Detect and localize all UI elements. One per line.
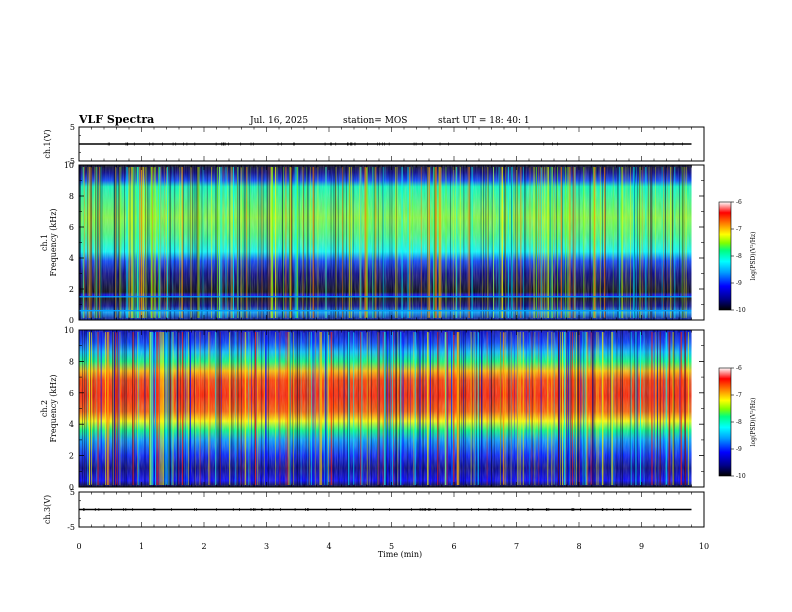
x-tick-label: 8 [576,542,581,551]
figure-title: VLF Spectra [78,113,154,126]
x-tick-label: 9 [639,542,644,551]
x-tick-label: 4 [326,542,331,551]
ch2-spectrogram-ytick-label: 2 [69,452,74,461]
station-label: station= MOS [343,116,407,126]
ch1-spectrogram-ytick-label: 2 [69,285,74,294]
ch2-spectrogram-ytick-label: 8 [69,357,74,366]
ch2-spectrogram-ytick-label: 6 [69,389,74,398]
ch2-spectrogram-colorbar-tick-label: -9 [736,446,742,453]
start-time-label: start UT = 18: 40: 1 [438,116,530,126]
ch1-voltage-ylabel: ch.1(V) [43,129,52,158]
ch2-spectrogram-ytick-label: 0 [69,483,74,492]
ch2-spectrogram-ylabel: ch.2 [40,400,49,417]
ch2-spectrogram-colorbar-scale [718,367,732,477]
ch1-spectrogram-colorbar-tick-label: -10 [736,307,746,314]
ch1-spectrogram-ytick-label: 10 [64,161,74,170]
ch1-spectrogram-colorbar-scale [718,201,732,311]
x-tick-label: 6 [451,542,456,551]
ch1-spectrogram-colorbar-tick-label: -7 [736,226,742,233]
ch2-spectrogram-ytick-label: 10 [64,326,74,335]
ch1-spectrogram-ytick-label: 4 [69,254,74,263]
ch1-spectrogram-texture [79,165,692,320]
ch2-spectrogram-colorbar-label: log(PSD)(V²/Hz) [750,398,757,447]
ch1-spectrogram-colorbar-tick-label: -6 [736,199,742,206]
ch3-voltage-ytick-label: 5 [70,488,75,497]
ch2-spectrogram-ytick-label: 4 [69,420,74,429]
ch1-colorbar: -6 -7 -8 -9 -10 log(PSD)(V²/Hz) [718,199,757,314]
x-tick-label: 0 [76,542,81,551]
ch2-spectrogram-colorbar-tick-label: -8 [736,419,742,426]
ch2-colorbar: -6 -7 -8 -9 -10 log(PSD)(V²/Hz) [718,365,757,480]
axis-ticks [78,126,705,528]
ch1-spectrogram-ytick-label: 0 [69,316,74,325]
ch2-spectrogram-colorbar-tick-label: -6 [736,365,742,372]
x-tick-label: 1 [139,542,144,551]
ch1-spectrogram-ytick-label: 8 [69,192,74,201]
ch2-spectrogram-colorbar-tick-label: -10 [736,473,746,480]
ch3-voltage-ylabel: ch.3(V) [43,495,52,524]
ch1-spectrogram-ylabel-freq: Frequency (kHz) [49,208,58,276]
date-label: Jul. 16, 2025 [249,116,308,126]
x-axis-title: Time (min) [378,550,422,559]
ch1-spectrogram-ylabel: ch.1 [40,234,49,251]
ch2-spectrogram-colorbar-tick-label: -7 [736,392,742,399]
ch2-spectrogram-ylabel-freq: Frequency (kHz) [49,374,58,442]
ch1-voltage-ytick-label: -5 [67,157,75,166]
x-tick-label: 3 [264,542,269,551]
x-tick-label: 7 [514,542,519,551]
x-tick-label: 2 [201,542,206,551]
ch1-voltage-ytick-label: 5 [70,123,75,132]
ch1-spectrogram-colorbar-tick-label: -8 [736,253,742,260]
x-tick-label: 10 [699,542,709,551]
x-tick-label: 5 [389,542,394,551]
ch2-spectrogram [79,330,692,487]
ch1-spectrogram [78,165,692,320]
ch3-voltage-ytick-label: -5 [67,523,75,532]
ch1-spectrogram-colorbar-label: log(PSD)(V²/Hz) [750,232,757,281]
ch1-spectrogram-colorbar-tick-label: -9 [736,280,742,287]
ch1-spectrogram-ytick-label: 6 [69,223,74,232]
